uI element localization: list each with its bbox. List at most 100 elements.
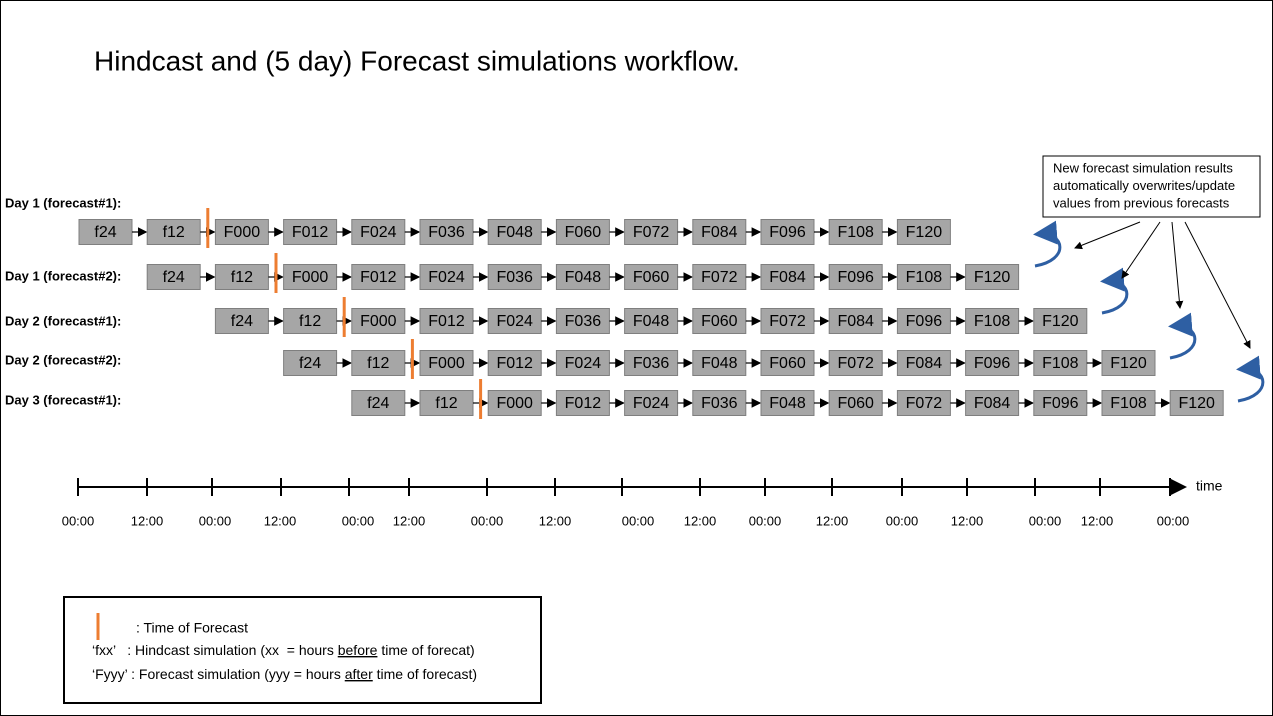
note-pointer [1121, 221, 1161, 279]
simulation-box [351, 350, 406, 376]
simulation-label: F060 [769, 355, 806, 372]
time-tick-label: 00:00 [749, 513, 782, 528]
simulation-label: F012 [428, 313, 465, 330]
simulation-label: F024 [633, 395, 670, 412]
time-tick-label: 12:00 [539, 513, 572, 528]
note-text: values from previous forecasts [1053, 195, 1230, 210]
simulation-label: F036 [701, 395, 738, 412]
simulation-label: F084 [701, 224, 738, 241]
simulation-box [419, 308, 474, 334]
simulation-box [419, 219, 474, 245]
simulation-label: F048 [769, 395, 806, 412]
simulation-label: F000 [496, 395, 533, 412]
simulation-label: F012 [360, 269, 397, 286]
legend-forecast: ‘Fyyy’ : Forecast simulation (yyy = hour… [92, 666, 477, 682]
simulation-box [555, 219, 610, 245]
legend-text: : Forecast simulation (yyy = hours [127, 666, 344, 682]
simulation-box [487, 350, 542, 376]
simulation-label: F024 [565, 355, 602, 372]
simulation-box [896, 390, 951, 416]
simulation-label: F060 [633, 269, 670, 286]
simulation-box [896, 219, 951, 245]
simulation-box [828, 350, 883, 376]
time-tick-label: 12:00 [393, 513, 426, 528]
row-label: Day 3 (forecast#1): [5, 392, 121, 407]
simulation-label: f24 [94, 224, 116, 241]
simulation-box [760, 308, 815, 334]
legend-box [63, 596, 542, 704]
simulation-label: F072 [769, 313, 806, 330]
simulation-label: F120 [1042, 313, 1079, 330]
simulation-label: F036 [496, 269, 533, 286]
simulation-box [692, 390, 747, 416]
time-tick-label: 00:00 [1029, 513, 1062, 528]
simulation-label: F072 [701, 269, 738, 286]
simulation-label: F120 [1110, 355, 1147, 372]
simulation-label: f12 [367, 355, 389, 372]
simulation-box [487, 219, 542, 245]
note-box [1042, 155, 1261, 218]
time-tick-label: 00:00 [199, 513, 232, 528]
time-tick-label: 00:00 [886, 513, 919, 528]
time-tick-label: 12:00 [1081, 513, 1114, 528]
simulation-box [760, 264, 815, 290]
simulation-box [283, 350, 338, 376]
simulation-box [1033, 308, 1088, 334]
simulation-label: F036 [633, 355, 670, 372]
simulation-box [214, 308, 269, 334]
time-tick-label: 00:00 [1157, 513, 1190, 528]
simulation-label: F096 [1042, 395, 1079, 412]
simulation-box [419, 390, 474, 416]
simulation-box [624, 264, 679, 290]
simulation-label: F048 [565, 269, 602, 286]
simulation-box [555, 264, 610, 290]
legend-text: time of forecast) [373, 666, 477, 682]
simulation-label: F108 [1110, 395, 1147, 412]
simulation-box [760, 390, 815, 416]
simulation-box [146, 219, 201, 245]
simulation-label: F024 [496, 313, 533, 330]
simulation-box [487, 308, 542, 334]
simulation-box [1169, 390, 1224, 416]
simulation-label: F060 [837, 395, 874, 412]
time-tick-label: 12:00 [816, 513, 849, 528]
simulation-label: F000 [360, 313, 397, 330]
note-pointer [1074, 221, 1141, 250]
simulation-label: F000 [224, 224, 261, 241]
simulation-box [965, 350, 1020, 376]
simulation-box [555, 390, 610, 416]
simulation-label: F060 [701, 313, 738, 330]
simulation-box [214, 219, 269, 245]
simulation-box [692, 308, 747, 334]
simulation-label: F108 [974, 313, 1011, 330]
simulation-box [419, 350, 474, 376]
simulation-label: F012 [565, 395, 602, 412]
simulation-label: F024 [360, 224, 397, 241]
simulation-label: F120 [1178, 395, 1215, 412]
simulation-label: F108 [837, 224, 874, 241]
simulation-label: f12 [163, 224, 185, 241]
time-tick-label: 00:00 [62, 513, 95, 528]
simulation-box [1101, 390, 1156, 416]
simulation-label: f24 [367, 395, 389, 412]
legend-forecast-time: : Time of Forecast [136, 620, 248, 636]
simulation-label: F048 [701, 355, 738, 372]
update-arrow [1033, 220, 1062, 268]
simulation-box [78, 219, 133, 245]
legend-underlined: after [345, 666, 373, 682]
simulation-label: F084 [837, 313, 874, 330]
simulation-box [1033, 350, 1088, 376]
simulation-box [896, 264, 951, 290]
time-tick-label: 00:00 [622, 513, 655, 528]
simulation-label: F084 [906, 355, 943, 372]
simulation-label: F096 [906, 313, 943, 330]
simulation-label: F108 [1042, 355, 1079, 372]
simulation-label: F084 [769, 269, 806, 286]
time-tick-label: 12:00 [951, 513, 984, 528]
simulation-label: F096 [769, 224, 806, 241]
row-label: Day 1 (forecast#2): [5, 268, 121, 283]
simulation-label: F084 [974, 395, 1011, 412]
simulation-label: f24 [231, 313, 253, 330]
note-pointer [1184, 221, 1251, 349]
